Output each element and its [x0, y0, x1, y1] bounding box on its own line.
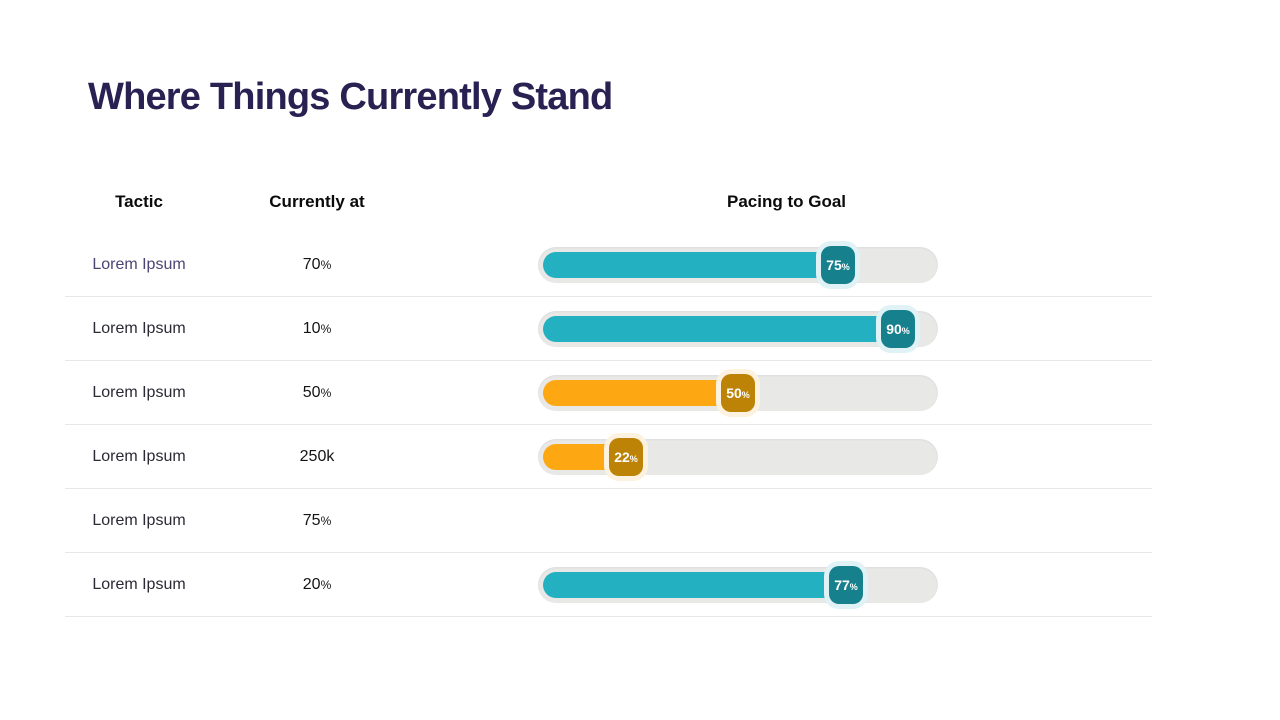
- table-header-row: Tactic Currently at Pacing to Goal: [65, 171, 1152, 233]
- progress-fill: [543, 315, 898, 342]
- badge-value: 22: [614, 448, 630, 465]
- table-row: Lorem Ipsum 20% 77%: [65, 553, 1152, 617]
- progress-badge: 22%: [609, 437, 643, 476]
- status-table: Tactic Currently at Pacing to Goal Lorem…: [65, 171, 1152, 617]
- table-row: Lorem Ipsum 50% 50%: [65, 361, 1152, 425]
- pacing-cell: 75%: [421, 245, 1152, 284]
- progress-badge: 77%: [829, 565, 863, 604]
- table-row: Lorem Ipsum 10% 90%: [65, 297, 1152, 361]
- progress-track: 75%: [538, 245, 938, 284]
- tactic-cell: Lorem Ipsum: [92, 319, 186, 337]
- badge-percent-sign: %: [841, 261, 850, 272]
- progress-fill: [543, 571, 846, 598]
- badge-value: 50: [726, 384, 742, 401]
- badge-value: 90: [886, 320, 902, 337]
- badge-value: 75: [826, 256, 842, 273]
- progress-badge: 50%: [721, 373, 755, 412]
- tactic-cell: Lorem Ipsum: [92, 575, 186, 593]
- column-header-pacing-to-goal: Pacing to Goal: [726, 192, 847, 211]
- progress-fill: [543, 379, 738, 406]
- badge-percent-sign: %: [849, 581, 858, 592]
- progress-track: 50%: [538, 373, 938, 412]
- badge-percent-sign: %: [629, 453, 638, 464]
- progress-track: 22%: [538, 437, 938, 476]
- table-row: Lorem Ipsum 250k 22%: [65, 425, 1152, 489]
- progress-badge: 75%: [821, 245, 855, 284]
- tactic-cell: Lorem Ipsum: [92, 511, 186, 529]
- badge-percent-sign: %: [741, 389, 750, 400]
- tactic-cell: Lorem Ipsum: [92, 255, 186, 273]
- currently-at-cell: 10%: [302, 319, 332, 337]
- progress-badge: 90%: [881, 309, 915, 348]
- currently-at-cell: 20%: [302, 575, 332, 593]
- badge-value: 77: [834, 576, 850, 593]
- column-header-tactic: Tactic: [115, 192, 163, 211]
- badge-percent-sign: %: [901, 325, 910, 336]
- progress-track: 77%: [538, 565, 938, 604]
- pacing-cell: 77%: [421, 565, 1152, 604]
- pacing-cell: 22%: [421, 437, 1152, 476]
- currently-at-cell: 75%: [302, 511, 332, 529]
- currently-at-cell: 250k: [299, 447, 335, 465]
- tactic-cell: Lorem Ipsum: [92, 383, 186, 401]
- table-row: Lorem Ipsum 75%: [65, 489, 1152, 553]
- currently-at-cell: 50%: [302, 383, 332, 401]
- page-title: Where Things Currently Stand: [88, 76, 613, 118]
- pacing-cell: 50%: [421, 373, 1152, 412]
- currently-at-cell: 70%: [302, 255, 332, 273]
- table-row: Lorem Ipsum 70% 75%: [65, 233, 1152, 297]
- table-body: Lorem Ipsum 70% 75% Lorem Ipsum 10% 90% …: [65, 233, 1152, 617]
- progress-fill: [543, 251, 838, 278]
- column-header-currently-at: Currently at: [269, 192, 365, 211]
- tactic-cell: Lorem Ipsum: [92, 447, 186, 465]
- pacing-cell: 90%: [421, 309, 1152, 348]
- progress-track: 90%: [538, 309, 938, 348]
